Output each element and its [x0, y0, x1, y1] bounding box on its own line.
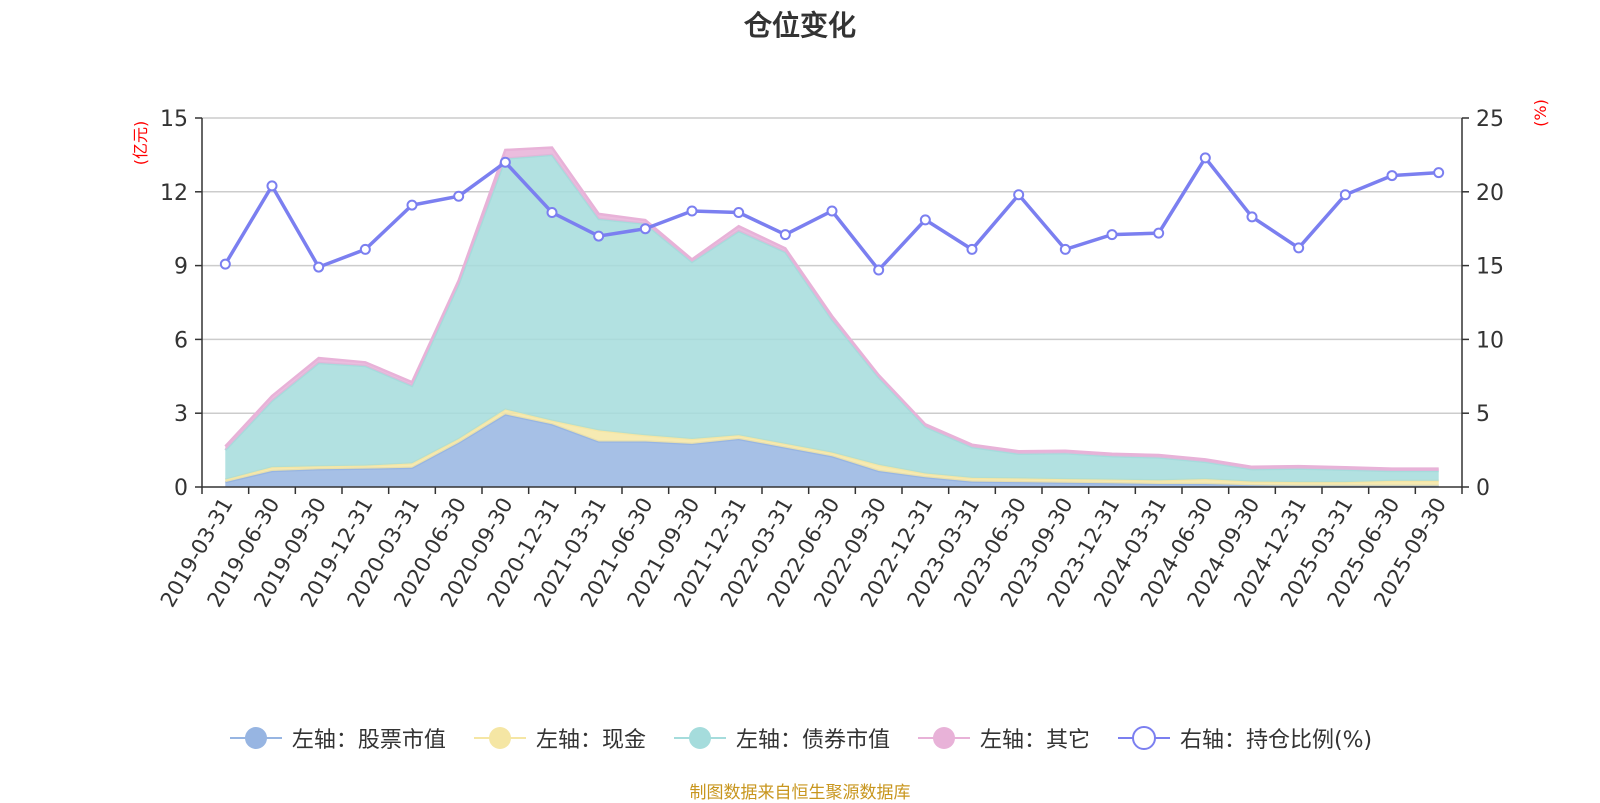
right-axis-unit: (%) [1531, 99, 1550, 127]
right-tick-label: 15 [1476, 255, 1504, 280]
legend-item[interactable]: 左轴：债券市值 [672, 722, 890, 754]
ratio-point [1106, 229, 1118, 241]
left-axis-unit: (亿元) [131, 121, 150, 166]
legend-label: 左轴：股票市值 [291, 728, 446, 753]
ratio-point [639, 223, 651, 235]
ratio-point [1293, 242, 1305, 254]
legend-label: 左轴：现金 [535, 728, 646, 753]
ratio-point [593, 230, 605, 242]
area-series [225, 154, 1439, 483]
ratio-point [1199, 152, 1211, 164]
ratio-point [313, 261, 325, 273]
right-tick-label: 25 [1476, 107, 1504, 132]
right-tick-label: 20 [1476, 181, 1504, 206]
legend-area-marker [673, 727, 726, 749]
ratio-point [919, 214, 931, 226]
ratio-line [219, 152, 1445, 276]
right-tick-label: 5 [1476, 402, 1490, 427]
ratio-point [1246, 211, 1258, 223]
legend-item[interactable]: 右轴：持仓比例(%) [1116, 722, 1372, 754]
ratio-point [686, 205, 698, 217]
ratio-point [266, 180, 278, 192]
legend-label: 左轴：债券市值 [735, 728, 890, 753]
left-tick-label: 9 [174, 255, 188, 280]
ratio-point [1153, 227, 1165, 239]
legend-item[interactable]: 左轴：股票市值 [228, 722, 446, 754]
ratio-point [826, 205, 838, 217]
ratio-point [779, 229, 791, 241]
ratio-point [453, 190, 465, 202]
legend-label: 右轴：持仓比例(%) [1179, 728, 1373, 753]
ratio-point [966, 243, 978, 255]
left-tick-label: 12 [160, 181, 188, 206]
left-tick-label: 0 [174, 476, 188, 501]
ratio-point [1059, 243, 1071, 255]
legend-item[interactable]: 左轴：其它 [916, 722, 1090, 754]
legend-area-marker [473, 727, 526, 749]
chart-title: 仓位变化 [743, 9, 856, 42]
ratio-point [406, 199, 418, 211]
right-tick-label: 10 [1476, 328, 1504, 353]
legend-area-marker [229, 727, 282, 749]
legend-area-marker [917, 727, 970, 749]
ratio-point [219, 258, 231, 270]
ratio-point [1013, 189, 1025, 201]
ratio-point [546, 206, 558, 218]
ratio-point [499, 156, 511, 168]
ratio-point [1386, 170, 1398, 182]
area-series-edge [224, 146, 1439, 470]
legend-line-marker [1117, 726, 1170, 750]
left-tick-label: 3 [174, 402, 188, 427]
ratio-point [733, 206, 745, 218]
ratio-point [1339, 189, 1351, 201]
stacked-areas [224, 146, 1439, 488]
chart-legend: 左轴：股票市值 左轴：现金 左轴：债券市值 左轴：其它 右轴：持仓比例(%) [0, 718, 1600, 758]
right-tick-label: 0 [1476, 476, 1490, 501]
data-source-note: 制图数据来自恒生聚源数据库 [689, 783, 911, 803]
legend-item[interactable]: 左轴：现金 [472, 722, 646, 754]
left-tick-label: 6 [174, 328, 188, 353]
legend-label: 左轴：其它 [979, 728, 1090, 753]
ratio-point [359, 243, 371, 255]
left-tick-label: 15 [160, 107, 188, 132]
area-series [225, 414, 1439, 487]
ratio-point [873, 264, 885, 276]
ratio-point [1433, 167, 1445, 179]
